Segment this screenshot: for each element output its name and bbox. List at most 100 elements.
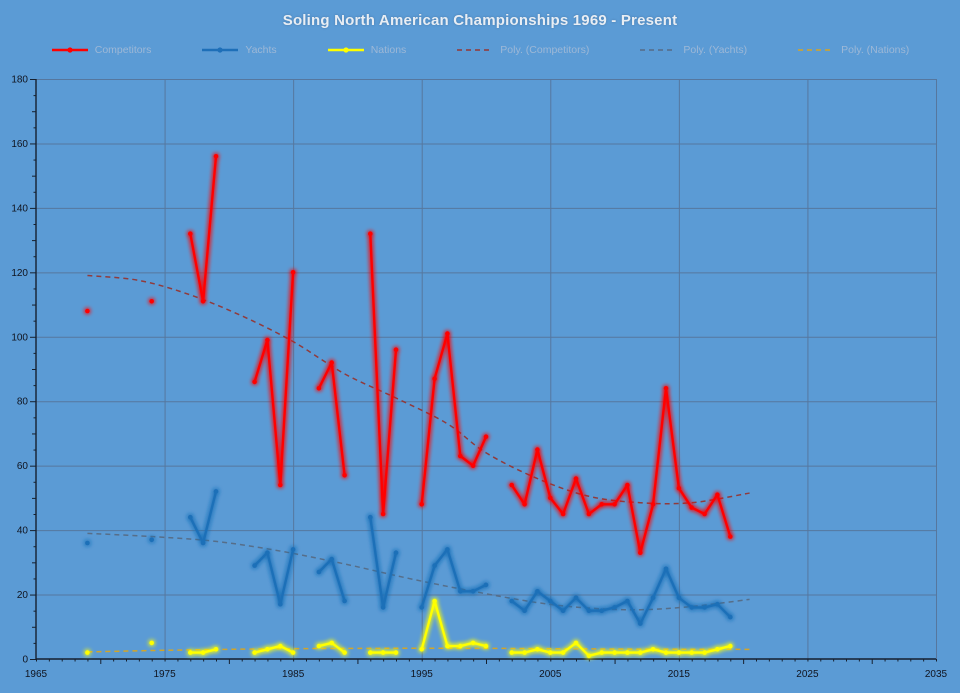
- gridlines: [36, 79, 937, 659]
- series-nations-marker: [380, 650, 386, 655]
- legend-swatch-marker: [217, 47, 223, 53]
- series-nations-marker: [432, 598, 437, 604]
- series-nations-marker: [278, 643, 283, 649]
- series-nations-marker: [213, 647, 219, 652]
- series-yachts-marker: [689, 605, 694, 610]
- series-yachts-marker: [342, 598, 347, 604]
- series-nations: [85, 598, 733, 659]
- series-nations-marker: [650, 647, 656, 652]
- series-competitors-marker: [419, 502, 425, 507]
- series-nations-marker: [419, 647, 425, 652]
- series-competitors-marker: [342, 473, 347, 478]
- legend-label: Poly. (Nations): [841, 44, 910, 56]
- legend-label: Poly. (Competitors): [500, 44, 590, 56]
- series-nations-marker: [368, 650, 373, 655]
- legend-label: Poly. (Yachts): [683, 44, 748, 56]
- series-nations-marker: [599, 650, 604, 655]
- ticks: [30, 79, 937, 664]
- series-competitors-marker: [380, 511, 386, 517]
- series-nations-marker: [200, 650, 206, 655]
- trendline-poly-yachts: [87, 532, 750, 611]
- series-competitors-marker: [316, 386, 322, 391]
- x-tick-label: 1965: [25, 669, 48, 680]
- series-yachts-marker: [200, 540, 206, 546]
- series-yachts-marker: [625, 598, 630, 604]
- series-nations-marker: [715, 647, 720, 652]
- series-competitors-marker: [149, 299, 154, 304]
- series-nations-marker: [625, 650, 630, 655]
- series-competitors-marker: [483, 434, 489, 440]
- legend-dashed-line-icon: [457, 49, 494, 51]
- series-nations-marker: [638, 650, 643, 655]
- series-competitors-marker: [702, 511, 707, 517]
- legend-dashed-line-icon: [640, 49, 677, 51]
- series-yachts-marker: [560, 608, 566, 613]
- legend-label: Nations: [370, 44, 407, 56]
- series-yachts-marker: [612, 605, 617, 610]
- series-competitors-marker: [213, 154, 219, 159]
- series-yachts-marker: [432, 563, 437, 568]
- series-yachts-marker: [676, 595, 682, 601]
- x-tick-labels: 1965 1975 1985 1995 2005 2015 2025 2035: [25, 669, 948, 680]
- y-tick-label: 80: [17, 397, 29, 408]
- series-nations-marker: [509, 650, 514, 655]
- y-tick-label: 160: [11, 139, 28, 150]
- series-nations-marker: [85, 650, 90, 655]
- series-yachts-marker: [599, 608, 604, 613]
- series-competitors-line: [253, 271, 295, 487]
- series-yachts-marker: [535, 589, 540, 594]
- series-competitors-marker: [560, 511, 566, 517]
- series-yachts-marker: [715, 601, 720, 607]
- legend-swatch-marker: [67, 47, 73, 53]
- x-tick-label: 1975: [153, 669, 176, 680]
- series-competitors-marker: [290, 270, 296, 275]
- series-competitors-marker: [728, 534, 733, 539]
- series-nations-marker: [586, 653, 592, 659]
- y-tick-label: 0: [22, 655, 28, 666]
- series-yachts-marker: [548, 598, 553, 604]
- series-competitors-marker: [522, 502, 527, 507]
- x-tick-label: 2025: [796, 669, 819, 680]
- x-tick-label: 1995: [411, 669, 434, 680]
- series-competitors-marker: [689, 505, 694, 510]
- series-nations-marker: [483, 643, 489, 649]
- series-yachts-line: [510, 567, 732, 625]
- series-nations-marker: [548, 650, 553, 655]
- series-competitors-marker: [85, 308, 90, 314]
- series-yachts-marker: [265, 550, 270, 555]
- series-yachts-marker: [573, 595, 579, 601]
- chart-title: Soling North American Championships 1969…: [282, 12, 678, 29]
- series-yachts-marker: [650, 595, 656, 601]
- series-nations-marker: [702, 650, 707, 655]
- legend-line-marker-icon: [327, 47, 364, 53]
- series-competitors-marker: [329, 360, 335, 365]
- series-competitors-marker: [265, 337, 270, 343]
- x-tick-label: 2035: [925, 669, 948, 680]
- series-competitors-marker: [393, 347, 399, 353]
- series-nations-marker: [573, 640, 579, 646]
- series-competitors-marker: [252, 379, 257, 385]
- legend-item-nations: Nations: [327, 44, 407, 56]
- series-yachts-marker: [188, 514, 193, 520]
- legend-item-poly-competitors: Poly. (Competitors): [456, 44, 589, 56]
- series-yachts-marker: [278, 601, 283, 607]
- y-tick-label: 100: [11, 332, 28, 343]
- series-yachts: [85, 489, 733, 626]
- legend-item-poly-nations: Poly. (Nations): [797, 44, 909, 56]
- series-competitors-line: [369, 232, 398, 516]
- series-competitors-marker: [638, 550, 643, 555]
- series-yachts-marker: [380, 605, 386, 610]
- series-yachts-marker: [393, 550, 399, 555]
- series-competitors-marker: [650, 502, 656, 507]
- y-tick-label: 140: [11, 203, 28, 214]
- series-yachts-marker: [290, 547, 296, 552]
- legend-item-yachts: Yachts: [201, 44, 277, 56]
- series-nations-marker: [342, 650, 347, 655]
- series-competitors-marker: [625, 482, 630, 488]
- series-yachts-marker: [509, 598, 514, 604]
- y-tick-label: 180: [11, 75, 28, 86]
- y-tick-label: 60: [17, 461, 29, 472]
- series-competitors-marker: [663, 386, 669, 391]
